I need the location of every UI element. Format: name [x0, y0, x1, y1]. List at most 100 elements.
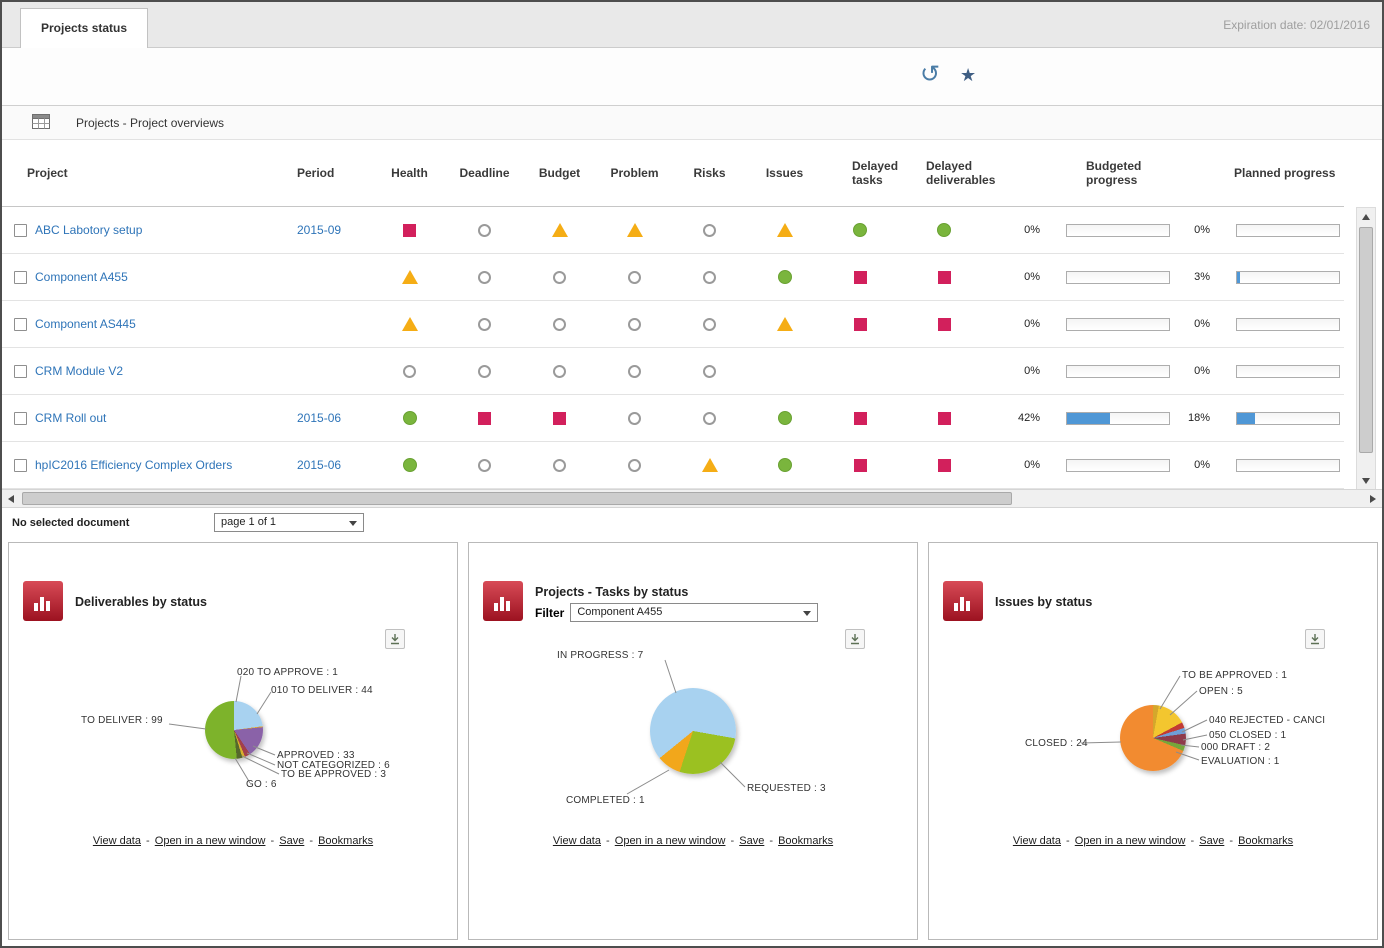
- project-link[interactable]: CRM Module V2: [35, 364, 124, 378]
- row-checkbox[interactable]: [14, 223, 27, 237]
- row-checkbox[interactable]: [14, 317, 27, 331]
- risks-status-icon: [703, 317, 716, 331]
- save-link[interactable]: Save: [725, 835, 764, 847]
- planned-progress-bar: [1236, 317, 1340, 331]
- vertical-scrollbar[interactable]: [1356, 207, 1376, 490]
- budget-status-icon: [553, 411, 566, 425]
- vertical-scroll-thumb[interactable]: [1359, 227, 1373, 453]
- chart-label: GO : 6: [246, 779, 277, 790]
- download-icon: [1311, 634, 1319, 645]
- project-link[interactable]: hpIC2016 Efficiency Complex Orders: [35, 458, 233, 472]
- scroll-left-button[interactable]: [2, 490, 20, 507]
- chart-label: 040 REJECTED - CANCI: [1209, 715, 1326, 726]
- issues-status-icon: [777, 458, 792, 472]
- budget-status-icon: [553, 458, 566, 472]
- bookmarks-link[interactable]: Bookmarks: [1224, 835, 1293, 847]
- bookmarks-link[interactable]: Bookmarks: [764, 835, 833, 847]
- bar-chart-icon: [23, 581, 63, 621]
- chart-label: 050 CLOSED : 1: [1209, 730, 1287, 741]
- deliverables-pie-chart[interactable]: [205, 701, 263, 759]
- open-new-window-link[interactable]: Open in a new window: [601, 835, 726, 847]
- issues-status-icon: [776, 223, 793, 237]
- budgeted-progress-value: 42%: [1017, 412, 1040, 424]
- deadline-status-icon: [478, 223, 491, 237]
- col-planned-progress: Planned progress: [1234, 166, 1336, 180]
- delayed-deliverables-status-icon: [937, 223, 951, 237]
- period-value: 2015-06: [297, 458, 342, 472]
- download-button[interactable]: [1305, 629, 1325, 649]
- open-new-window-link[interactable]: Open in a new window: [1061, 835, 1186, 847]
- bookmarks-link[interactable]: Bookmarks: [304, 835, 373, 847]
- health-status-icon: [403, 223, 416, 237]
- favorites-star-icon[interactable]: ★: [960, 65, 977, 86]
- project-link[interactable]: CRM Roll out: [35, 411, 107, 425]
- tasks-pie-chart[interactable]: [650, 688, 736, 774]
- chart-label: OPEN : 5: [1199, 686, 1243, 697]
- row-checkbox[interactable]: [14, 270, 27, 284]
- row-checkbox[interactable]: [14, 458, 27, 472]
- col-delayed-deliverables: Delayed deliverables: [926, 159, 996, 187]
- problem-status-icon: [626, 223, 643, 237]
- report-title: Projects - Project overviews: [76, 116, 225, 130]
- view-data-link[interactable]: View data: [1012, 835, 1061, 847]
- health-status-icon: [402, 411, 417, 425]
- table-header: Project Period Health Deadline Budget Pr…: [2, 140, 1344, 207]
- save-link[interactable]: Save: [1185, 835, 1224, 847]
- issues-status-icon: [777, 270, 792, 284]
- budgeted-progress-bar: [1066, 411, 1170, 425]
- scroll-down-button[interactable]: [1357, 472, 1375, 489]
- scroll-right-button[interactable]: [1364, 490, 1382, 507]
- undo-icon[interactable]: ↺: [920, 60, 941, 88]
- view-data-link[interactable]: View data: [92, 835, 141, 847]
- planned-progress-value: 0%: [1194, 459, 1210, 471]
- expiration-date-label: Expiration date: 02/01/2016: [1223, 18, 1370, 32]
- open-new-window-link[interactable]: Open in a new window: [141, 835, 266, 847]
- status-bar: No selected document page 1 of 1: [2, 508, 1382, 538]
- save-link[interactable]: Save: [265, 835, 304, 847]
- view-data-link[interactable]: View data: [552, 835, 601, 847]
- scroll-up-button[interactable]: [1357, 208, 1375, 225]
- row-checkbox[interactable]: [14, 411, 27, 425]
- horizontal-scrollbar[interactable]: [2, 489, 1382, 508]
- planned-progress-value: 0%: [1194, 318, 1210, 330]
- table-row: Component A455 0% 3%: [2, 254, 1344, 301]
- issues-status-icon: [776, 317, 793, 331]
- tasks-filter-select[interactable]: Component A455: [570, 603, 819, 622]
- panel-issues-by-status: Issues by status TO BE APPROVED : 1 OPEN…: [928, 542, 1378, 940]
- col-project: Project: [27, 166, 68, 180]
- budgeted-progress-bar: [1066, 223, 1170, 237]
- row-checkbox[interactable]: [14, 364, 27, 378]
- chart-label: TO BE APPROVED : 3: [281, 769, 387, 780]
- chart-label: TO BE APPROVED : 1: [1182, 670, 1288, 681]
- project-link[interactable]: Component AS445: [35, 317, 136, 331]
- horizontal-scroll-thumb[interactable]: [22, 492, 1012, 505]
- download-button[interactable]: [385, 629, 405, 649]
- issues-pie-chart[interactable]: [1120, 705, 1186, 771]
- scroll-down-icon: [1362, 477, 1370, 484]
- chart-label: REQUESTED : 3: [747, 783, 826, 794]
- budgeted-progress-bar: [1066, 270, 1170, 284]
- chart-label: 010 TO DELIVER : 44: [271, 685, 373, 696]
- project-link[interactable]: ABC Labotory setup: [35, 223, 143, 237]
- project-link[interactable]: Component A455: [35, 270, 128, 284]
- table-row: CRM Module V2 0% 0%: [2, 348, 1344, 395]
- download-button[interactable]: [845, 629, 865, 649]
- filter-label: Filter: [535, 605, 565, 620]
- col-budget: Budget: [538, 166, 581, 180]
- planned-progress-bar: [1236, 223, 1340, 237]
- table-row: ABC Labotory setup 2015-09 0% 0%: [2, 207, 1344, 254]
- budgeted-progress-value: 0%: [1024, 459, 1040, 471]
- planned-progress-bar: [1236, 458, 1340, 472]
- page-selector[interactable]: page 1 of 1: [214, 513, 364, 532]
- panel-links: View dataOpen in a new windowSaveBookmar…: [929, 835, 1377, 847]
- risks-status-icon: [703, 411, 716, 425]
- tab-projects-status[interactable]: Projects status: [20, 8, 149, 49]
- col-period: Period: [297, 166, 335, 180]
- period-value: 2015-09: [297, 223, 342, 237]
- delayed-tasks-status-icon: [853, 411, 867, 425]
- budgeted-progress-value: 0%: [1024, 271, 1040, 283]
- problem-status-icon: [628, 458, 641, 472]
- deadline-status-icon: [478, 364, 491, 378]
- chart-label: NOT CATEGORIZED : 6: [277, 760, 390, 771]
- table-row: Component AS445 0% 0%: [2, 301, 1344, 348]
